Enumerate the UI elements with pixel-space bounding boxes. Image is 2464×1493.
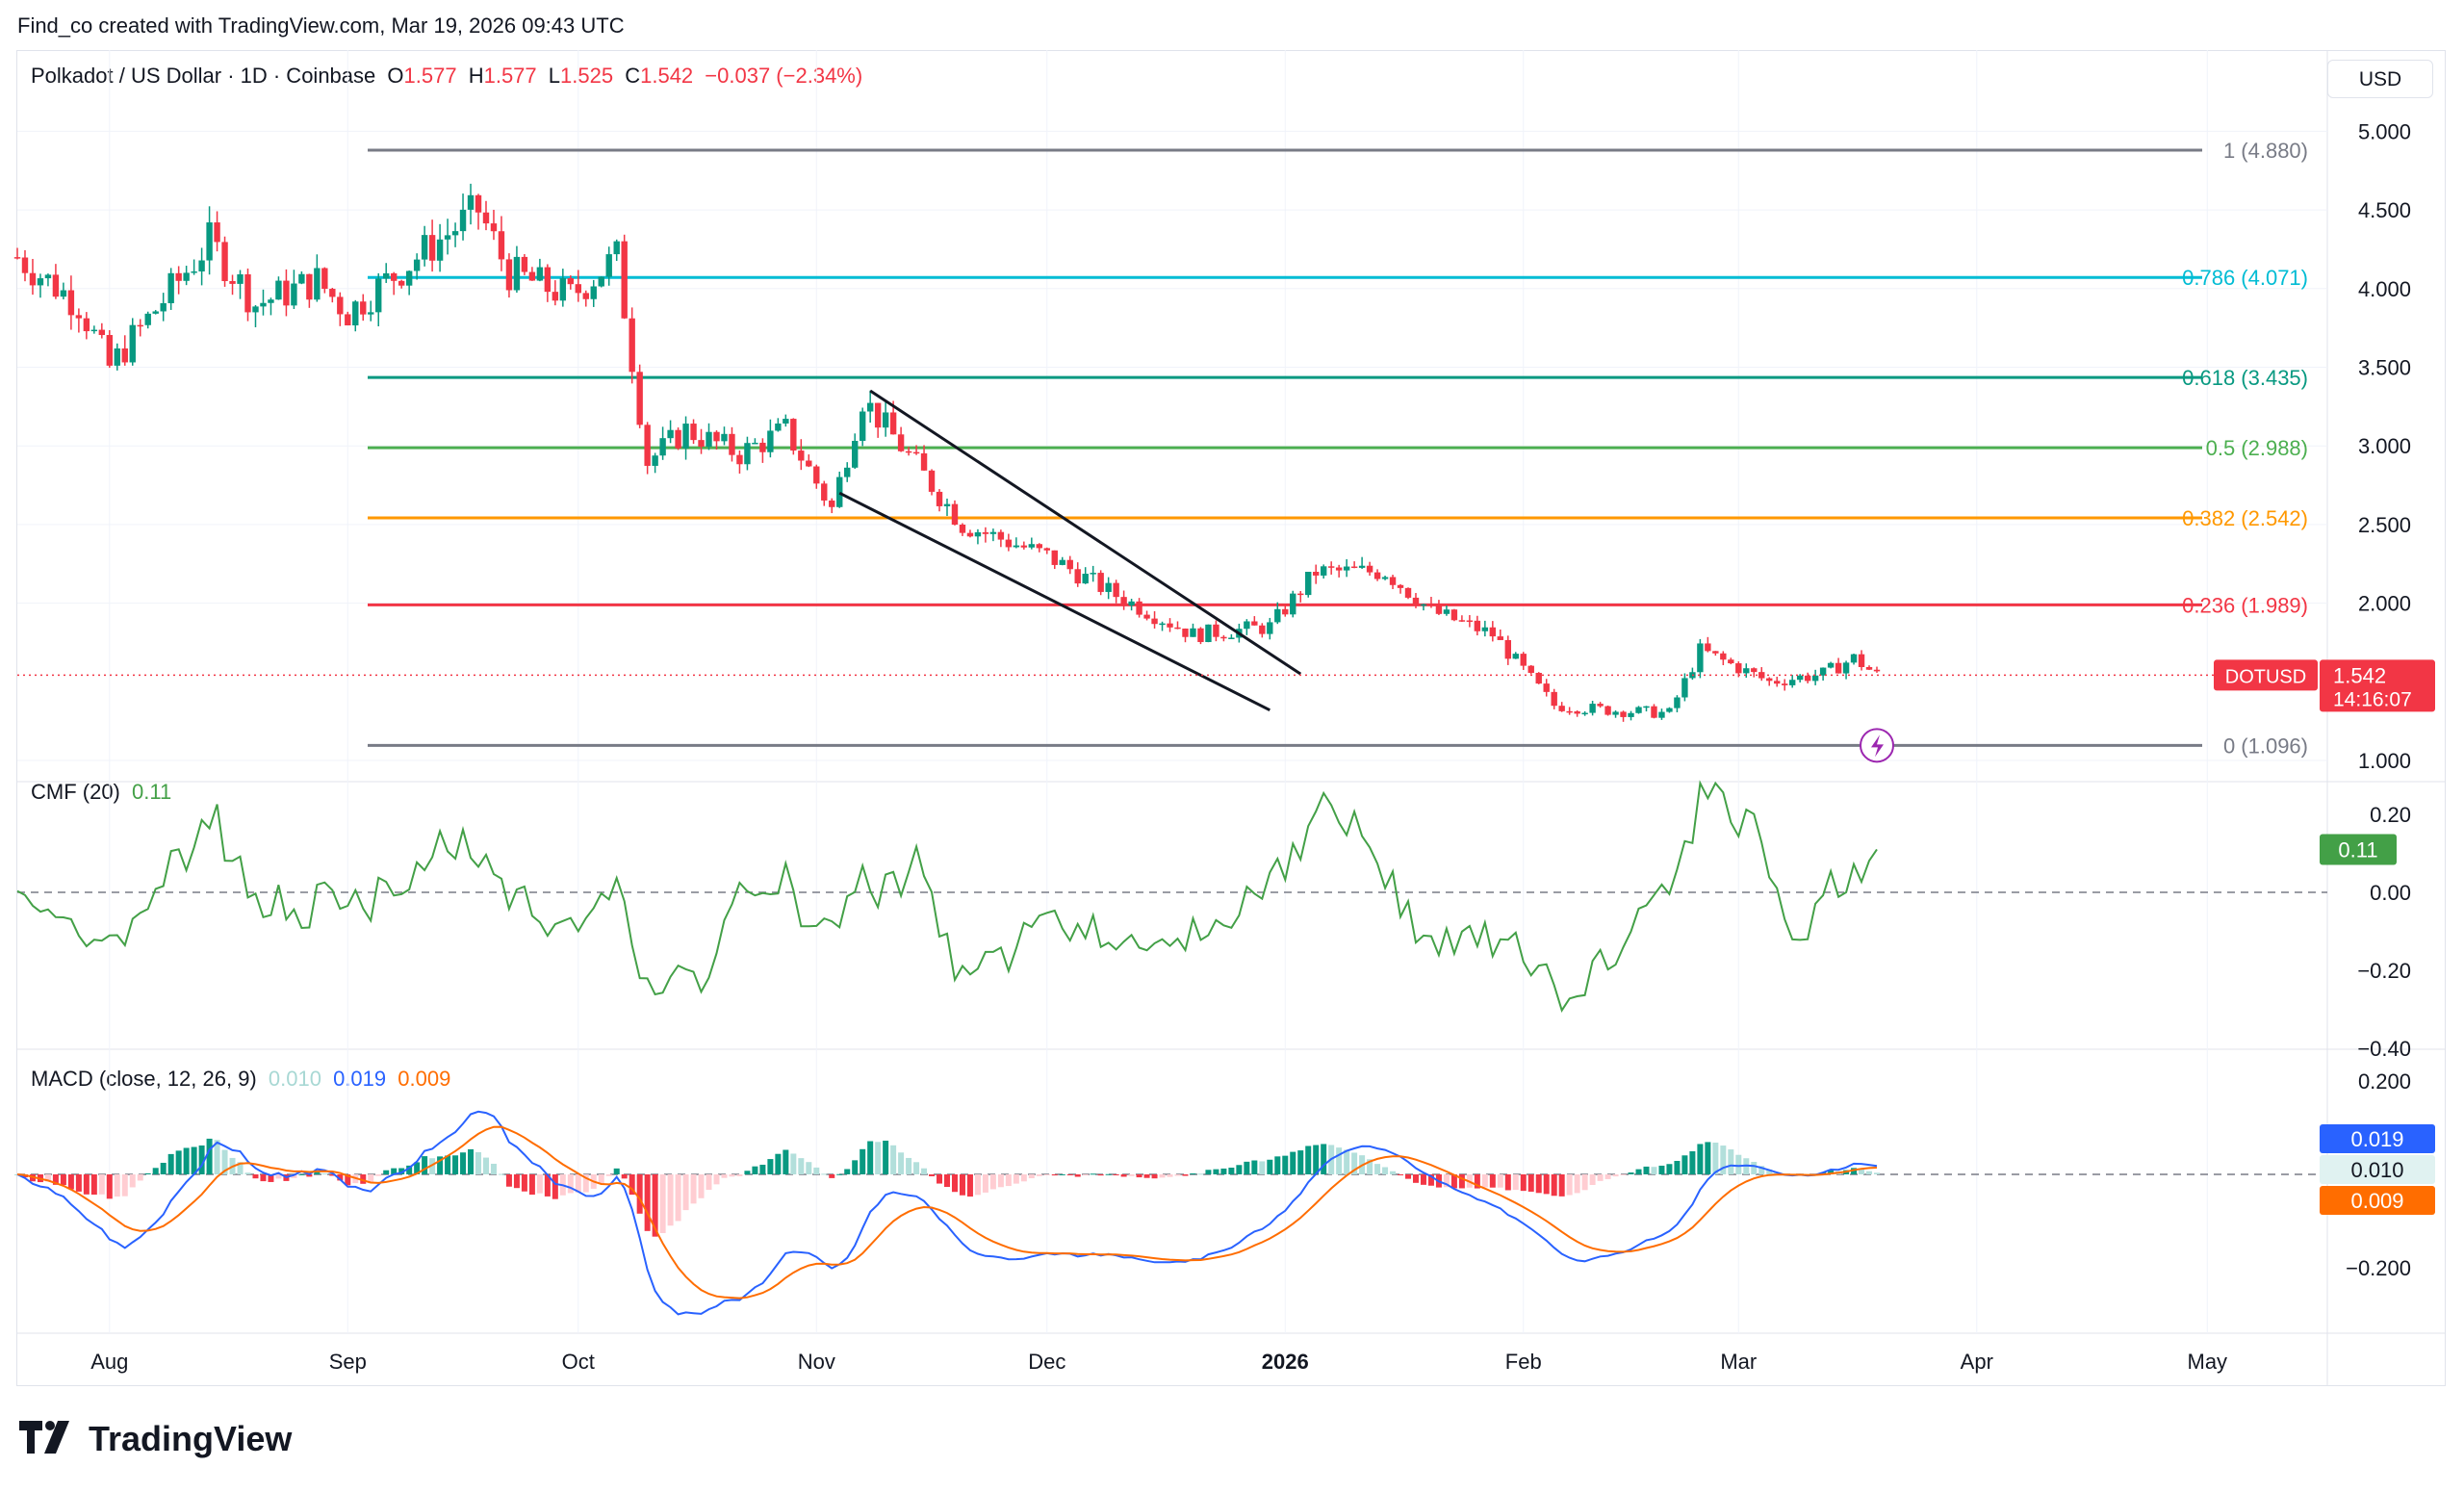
currency-button[interactable]: USD	[2327, 60, 2433, 98]
change-value: −0.037 (−2.34%)	[705, 64, 863, 88]
macd-signal-value: 0.009	[398, 1067, 451, 1091]
macd-legend[interactable]: MACD (close, 12, 26, 9) 0.010 0.019 0.00…	[31, 1067, 456, 1092]
close-value: 1.542	[640, 64, 694, 88]
tradingview-logo-icon	[19, 1420, 79, 1462]
cmf-legend[interactable]: CMF (20) 0.11	[31, 780, 177, 805]
chart-frame	[16, 50, 2446, 1386]
high-label: H	[468, 64, 484, 88]
symbol-name[interactable]: Polkadot / US Dollar · 1D · Coinbase	[31, 64, 376, 88]
macd-title: MACD (close, 12, 26, 9)	[31, 1067, 257, 1091]
cmf-title: CMF (20)	[31, 780, 120, 804]
open-value: 1.577	[403, 64, 457, 88]
created-with-caption: Find_co created with TradingView.com, Ma…	[17, 13, 625, 38]
high-value: 1.577	[483, 64, 537, 88]
close-label: C	[625, 64, 641, 88]
symbol-legend: Polkadot / US Dollar · 1D · Coinbase O1.…	[31, 64, 868, 89]
brand-name: TradingView	[89, 1419, 293, 1458]
open-label: O	[387, 64, 404, 88]
low-value: 1.525	[560, 64, 614, 88]
tradingview-logo[interactable]: TradingView	[19, 1419, 292, 1462]
macd-line-value: 0.019	[333, 1067, 387, 1091]
macd-hist-value: 0.010	[268, 1067, 321, 1091]
cmf-value: 0.11	[132, 780, 172, 804]
low-label: L	[548, 64, 561, 88]
